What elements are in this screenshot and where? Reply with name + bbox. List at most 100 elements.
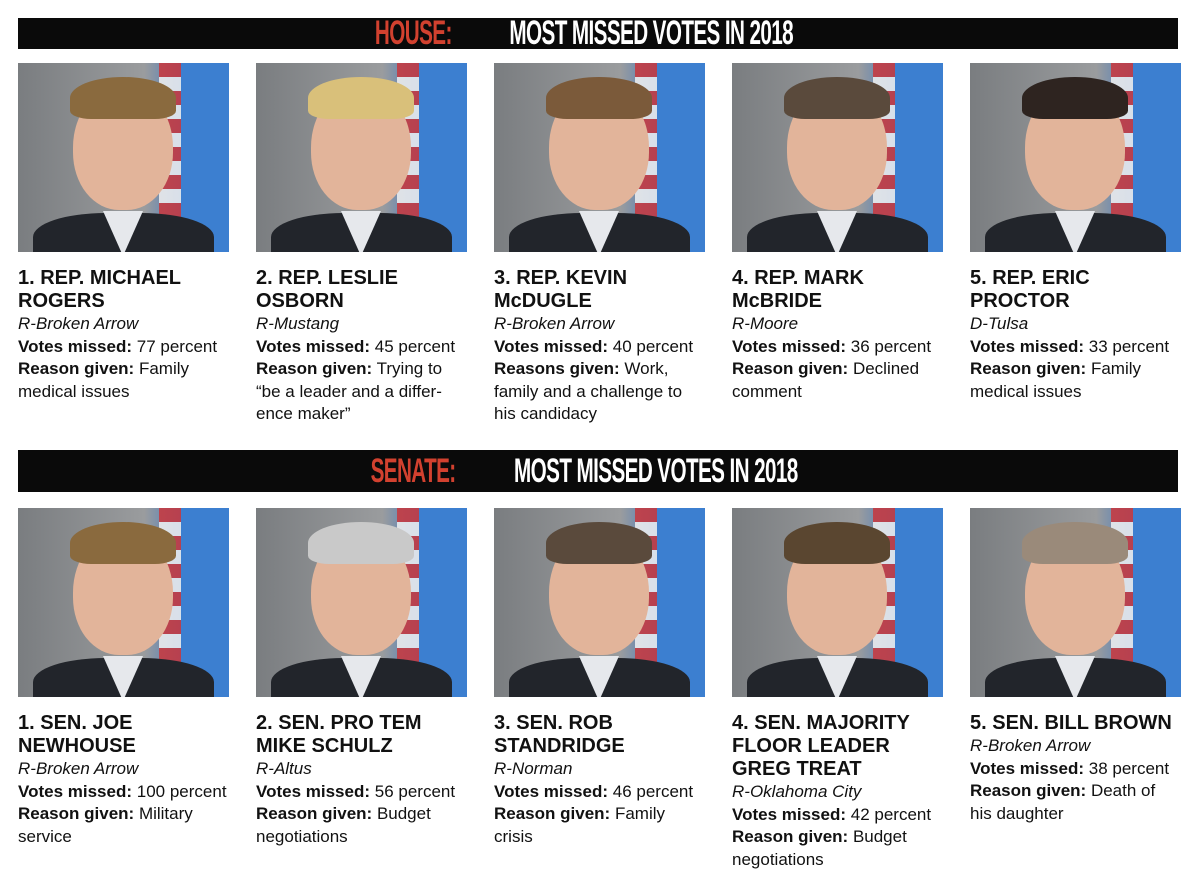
reason-given: Reason given: Family medical issues [970,358,1181,403]
reason-label: Reason given: [732,359,849,378]
member-district: R-Oklahoma City [732,782,862,801]
hair [784,522,890,564]
votes-missed-value: 40 percent [612,336,694,356]
votes-missed: Votes missed: 36 percent [732,336,943,359]
member-photo [732,508,943,697]
member-name: 5. REP. ERIC PROCTOR [970,267,1090,312]
reason-label: Reason given: [970,359,1087,378]
hair [1022,77,1128,119]
votes-missed-label: Votes missed: [256,781,371,801]
member-district: R-Moore [732,314,799,333]
reason-given: Reason given: Family crisis [494,803,705,848]
hair [546,77,652,119]
hair [784,77,890,119]
votes-missed-value: 46 percent [612,781,694,801]
reason-value: Family crisis [494,804,665,846]
reason-given: Reason given: Budget negotiations [256,803,467,848]
member-district: R-Broken Arrow [18,759,139,778]
member-name: 3. REP. KEVIN McDUGLE [494,267,628,312]
votes-missed-value: 45 percent [374,336,456,356]
reason-value: Military service [18,804,193,846]
votes-missed-label: Votes missed: [18,781,133,801]
hair [546,522,652,564]
member-name: 3. SEN. ROB STANDRIDGE [494,712,625,757]
votes-missed-label: Votes missed: [732,336,847,356]
reason-label: Reason given: [732,827,849,846]
reason-value: Family medical issues [18,359,189,401]
member-name: 1. SEN. JOE NEWHOUSE [18,712,136,757]
votes-missed: Votes missed: 33 percent [970,336,1181,359]
reason-given: Reason given: Budget negotiations [732,826,943,871]
house-banner-title: MOST MISSED VOTES IN 2018 [508,14,793,52]
votes-missed-value: 36 percent [850,336,932,356]
member-card: 4. SEN. MAJORITY FLOOR LEADER GREG TREAT… [732,508,943,871]
votes-missed: Votes missed: 46 percent [494,781,705,804]
member-district: R-Norman [494,759,573,778]
member-card: 3. SEN. ROB STANDRIDGE R-Norman Votes mi… [494,508,705,871]
reason-value: Work, family and a challenge to his cand… [494,359,683,423]
reason-value: Declined comment [732,359,920,401]
hair [308,77,414,119]
reason-given: Reason given: Military service [18,803,229,848]
votes-missed: Votes missed: 38 percent [970,758,1181,781]
member-photo [18,508,229,697]
hair [308,522,414,564]
member-name: 2. SEN. PRO TEM MIKE SCHULZ [256,712,422,757]
hair [70,77,176,119]
member-card: 2. SEN. PRO TEM MIKE SCHULZ R-Altus Vote… [256,508,467,871]
senate-members: 1. SEN. JOE NEWHOUSE R-Broken Arrow Vote… [18,508,1182,871]
member-photo [970,508,1181,697]
reason-given: Reason given: Declined comment [732,358,943,403]
votes-missed: Votes missed: 77 percent [18,336,229,359]
votes-missed-value: 38 percent [1088,758,1170,778]
house-banner-prefix: HOUSE: [374,14,452,52]
votes-missed: Votes missed: 56 percent [256,781,467,804]
votes-missed-label: Votes missed: [18,336,133,356]
votes-missed-label: Votes missed: [256,336,371,356]
reason-label: Reason given: [494,804,611,823]
member-card: 2. REP. LESLIE OSBORN R-Mustang Votes mi… [256,63,467,426]
votes-missed: Votes missed: 45 percent [256,336,467,359]
member-district: R-Broken Arrow [18,314,139,333]
member-name: 5. SEN. BILL BROWN [970,712,1172,734]
member-card: 3. REP. KEVIN McDUGLE R-Broken Arrow Vot… [494,63,705,426]
senate-banner-title: MOST MISSED VOTES IN 2018 [513,452,798,490]
reason-given: Reason given: Trying to “be a leader and… [256,358,467,426]
votes-missed-label: Votes missed: [970,758,1085,778]
votes-missed: Votes missed: 40 percent [494,336,705,359]
house-banner: HOUSE: MOST MISSED VOTES IN 2018 [18,14,1178,52]
member-card: 5. REP. ERIC PROCTOR D-Tulsa Votes misse… [970,63,1181,426]
member-card: 1. SEN. JOE NEWHOUSE R-Broken Arrow Vote… [18,508,229,871]
reason-value: Trying to “be a leader and a differ-ence… [256,359,443,423]
member-photo [256,63,467,252]
votes-missed-value: 42 percent [850,804,932,824]
votes-missed: Votes missed: 100 percent [18,781,229,804]
reason-value: Budget negotiations [732,827,907,869]
member-card: 5. SEN. BILL BROWN R-Broken Arrow Votes … [970,508,1181,871]
votes-missed-value: 33 percent [1088,336,1170,356]
member-name: 4. SEN. MAJORITY FLOOR LEADER GREG TREAT [732,712,910,780]
member-district: R-Altus [256,759,312,778]
votes-missed-value: 77 percent [136,336,218,356]
hair [70,522,176,564]
votes-missed-label: Votes missed: [494,781,609,801]
reason-value: Death of his daughter [970,781,1156,823]
member-photo [256,508,467,697]
reason-value: Budget negotiations [256,804,431,846]
house-members: 1. REP. MICHAEL ROGERS R-Broken Arrow Vo… [18,63,1182,426]
votes-missed-label: Votes missed: [970,336,1085,356]
votes-missed-value: 100 percent [136,781,227,801]
reason-label: Reason given: [970,781,1087,800]
hair [1022,522,1128,564]
senate-banner-prefix: SENATE: [370,452,456,490]
member-name: 1. REP. MICHAEL ROGERS [18,267,181,312]
member-card: 4. REP. MARK McBRIDE R-Moore Votes misse… [732,63,943,426]
member-name: 4. REP. MARK McBRIDE [732,267,864,312]
reason-value: Family medical issues [970,359,1141,401]
member-district: R-Mustang [256,314,340,333]
member-district: R-Broken Arrow [970,736,1091,755]
votes-missed-label: Votes missed: [732,804,847,824]
reason-label: Reason given: [256,359,373,378]
reason-given: Reason given: Death of his daughter [970,780,1181,825]
member-photo [494,508,705,697]
